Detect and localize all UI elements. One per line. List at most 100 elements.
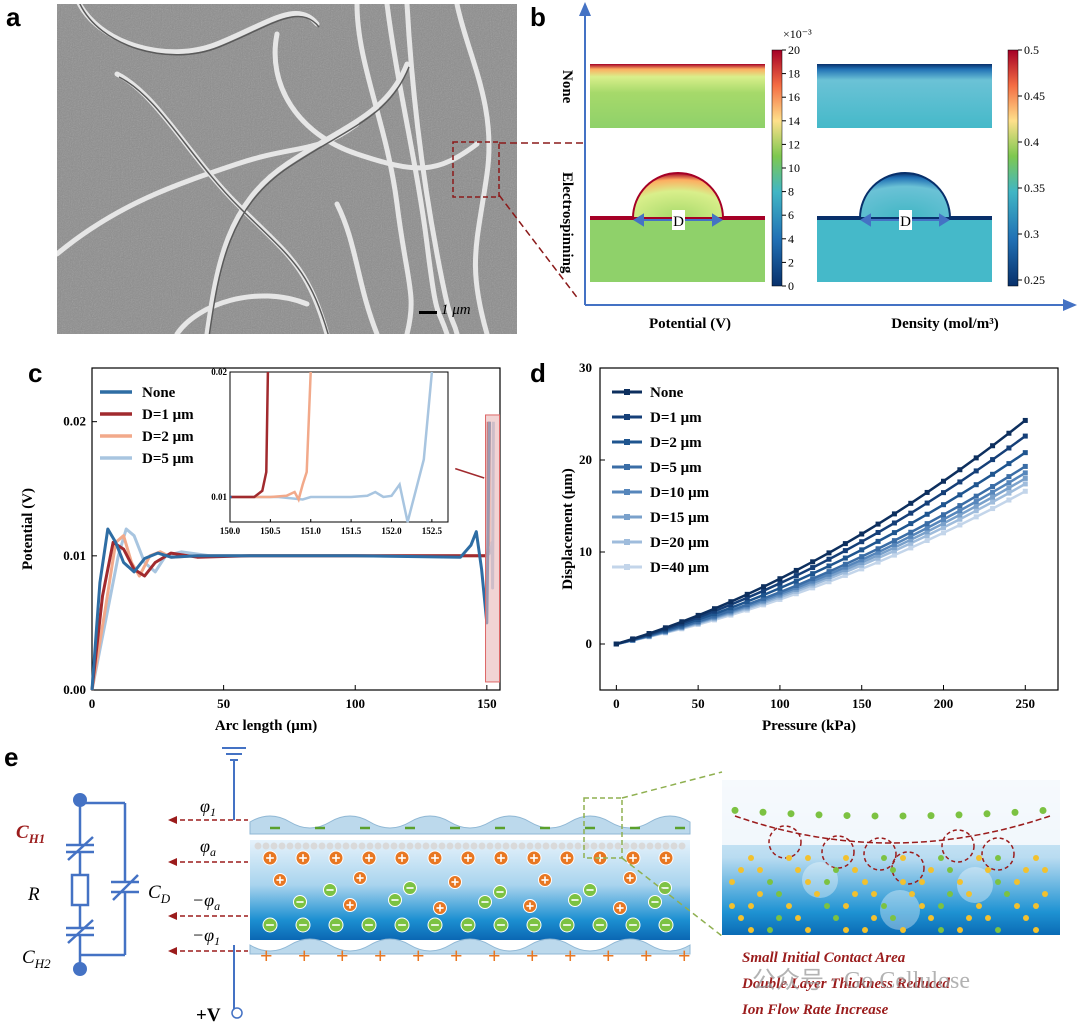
chart-d-marker (875, 546, 881, 552)
potential-cb-tick: 12 (788, 137, 800, 151)
plus-sign: + (526, 943, 539, 968)
chart-d-legend-marker (624, 514, 630, 520)
schematic-panel: CH1 R CD CH2 +V + + + + + + + + + + + + φ1 φa −φ (0, 740, 1080, 1026)
chart-d-marker (957, 522, 963, 528)
potential-cb-tick: 10 (788, 161, 800, 175)
bulk-ion (928, 867, 934, 873)
density-cb-tick: 0.5 (1024, 43, 1039, 57)
chart-d-marker (777, 585, 783, 591)
potential-cb-tick: 0 (788, 279, 794, 293)
label-phia: φ (200, 836, 210, 856)
chart-d-marker (908, 537, 914, 543)
chart-d-marker (891, 545, 897, 551)
chart-d-marker (875, 555, 881, 561)
chart-d-marker (891, 511, 897, 517)
equivalent-circuit (66, 801, 139, 968)
bulk-ion (795, 915, 801, 921)
potential-cb-tick: 6 (788, 208, 794, 222)
bulk-ion (966, 891, 972, 897)
chart-d-marker (1022, 470, 1028, 476)
chart-d-marker (941, 490, 946, 496)
chart-d-legend-marker (624, 539, 630, 545)
chart-d-ytick: 20 (579, 452, 592, 467)
surface-ion (1011, 808, 1019, 816)
chart-d-marker (777, 589, 783, 595)
chart-c-ylabel: Potential (V) (20, 488, 36, 570)
chart-d-marker (1022, 475, 1028, 481)
chart-d-marker (891, 520, 897, 526)
d-label-potential: D (673, 214, 684, 230)
svg-text:CH2: CH2 (22, 947, 51, 971)
chart-d-marker (875, 521, 881, 527)
chart-d-marker (941, 516, 946, 522)
chart-d-marker (990, 484, 996, 490)
chart-d-marker (891, 538, 897, 544)
chart-d-marker (924, 511, 930, 517)
chart-d-marker (924, 537, 930, 543)
surface-ion (787, 810, 795, 818)
chart-d-legend-marker (624, 564, 630, 570)
bulk-ion (1023, 867, 1029, 873)
chart-d-marker (941, 478, 946, 484)
chart-d-marker (842, 561, 848, 567)
bulk-ion (976, 903, 982, 909)
chart-d-marker (728, 605, 734, 611)
chart-d-marker (810, 571, 816, 577)
zoom-box (452, 141, 500, 198)
chart-d-marker (973, 468, 979, 474)
chart-d-marker (1006, 480, 1012, 486)
plus-sign: + (336, 943, 349, 968)
chart-d-marker (957, 467, 963, 473)
chart-d-series-line (616, 435, 1027, 646)
chart-d-marker (859, 562, 865, 568)
bulk-ion (1014, 879, 1020, 885)
label-neg-phia: −φ (192, 890, 214, 910)
chart-d-xtick: 50 (692, 696, 705, 711)
schematic-svg: CH1 R CD CH2 +V + + + + + + + + + + + + φ1 φa −φ (16, 747, 1060, 1026)
bulk-ion (852, 891, 858, 897)
annotation-contact-area: Small Initial Contact Area (742, 950, 906, 966)
chart-d-marker (777, 580, 783, 586)
chart-d-legend-label: D=40 μm (650, 560, 710, 576)
chart-d-marker (761, 592, 767, 598)
bulk-ion (947, 891, 953, 897)
chart-d-marker (793, 567, 799, 573)
chart-c-highlight (485, 414, 501, 683)
chart-d-marker (990, 499, 996, 505)
surface-ion (983, 810, 991, 818)
chart-d-legend-label: None (650, 385, 684, 401)
sem-fibers (54, 0, 517, 338)
bulk-ion (833, 867, 839, 873)
bulk-ion (919, 903, 925, 909)
bulk-ion (938, 855, 944, 861)
potential-cb-tick: 18 (788, 67, 800, 81)
bulk-ion (928, 915, 934, 921)
chart-c-legend-label: D=5 μm (142, 451, 194, 467)
plus-sign: + (260, 943, 273, 968)
bulk-ion (738, 915, 744, 921)
bulk-ion (805, 855, 811, 861)
surface-ion (1039, 807, 1047, 815)
chart-d-marker (908, 521, 914, 527)
density-cb-tick: 0.35 (1024, 181, 1045, 195)
panel-label-a: a (6, 2, 21, 32)
chart-d-marker (973, 514, 979, 520)
chart-c-inset-ytick: 0.02 (211, 367, 227, 377)
chart-d-marker (957, 516, 963, 522)
panel-label-d: d (530, 358, 546, 388)
bulk-ion (862, 879, 868, 885)
svg-text:CD: CD (148, 882, 171, 906)
plus-sign: + (640, 943, 653, 968)
chart-d-legend-label: D=20 μm (650, 535, 710, 551)
col-label-potential: Potential (V) (649, 316, 731, 332)
chart-c-xtick: 150 (477, 696, 497, 711)
potential-cb-tick: 8 (788, 185, 794, 199)
bulk-ion (824, 879, 830, 885)
chart-c-inset-series (230, 371, 312, 503)
potential-cb-tick: 14 (788, 114, 800, 128)
chart-d-marker (842, 572, 848, 578)
chart-d-marker (924, 489, 930, 495)
bulk-ion (776, 891, 782, 897)
surface-ion (843, 812, 851, 820)
chart-d-marker (973, 499, 979, 505)
